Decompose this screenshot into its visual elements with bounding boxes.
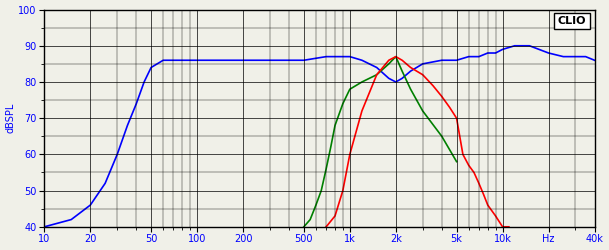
Text: CLIO: CLIO	[558, 16, 586, 26]
Y-axis label: dBSPL: dBSPL	[5, 103, 16, 133]
